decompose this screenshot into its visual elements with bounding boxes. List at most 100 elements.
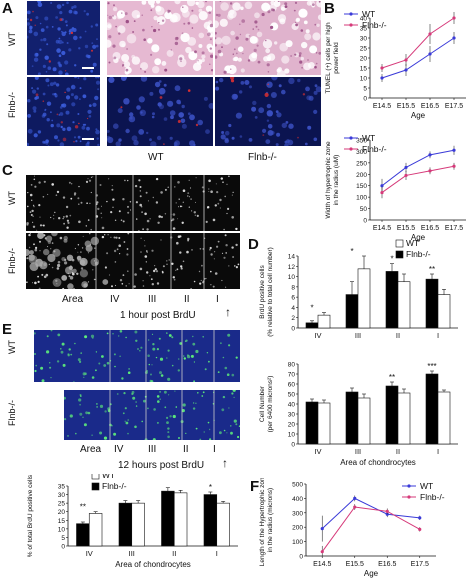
texture-dot [228,265,230,267]
texture-dot [139,109,146,116]
texture-dot [177,120,181,123]
texture-dot [220,177,223,180]
y-tick-label: 10 [58,526,66,533]
texture-dot [46,335,49,338]
texture-dot [34,281,37,285]
texture-dot [63,222,65,225]
texture-dot [215,37,223,45]
texture-dot [95,77,98,79]
data-point [385,509,389,513]
texture-dot [257,28,260,31]
texture-dot [159,371,162,375]
texture-dot [140,251,142,253]
texture-dot [33,57,39,62]
texture-dot [131,392,134,396]
y-tick-label: 30 [360,36,368,43]
texture-dot [124,66,132,74]
texture-dot [44,16,49,21]
texture-dot [56,360,60,363]
c-caption: 1 hour post BrdU [120,310,196,321]
texture-dot [77,113,80,115]
x-tick-label: I [216,549,218,558]
texture-dot [118,244,121,247]
texture-dot [305,86,310,92]
bar [437,294,451,329]
texture-dot [59,142,65,146]
texture-dot [113,432,117,436]
texture-dot [171,364,174,367]
texture-dot [40,366,44,370]
x-tick-label: I [437,447,439,456]
texture-dot [108,15,112,20]
texture-dot [125,128,130,134]
data-point [452,16,456,20]
y-tick-label: 300 [356,149,367,156]
texture-dot [31,65,34,68]
texture-dot [38,204,41,207]
texture-dot [185,46,192,54]
texture-dot [274,41,278,45]
texture-dot [99,431,103,435]
texture-dot [85,411,88,415]
texture-dot [133,285,136,288]
texture-dot [77,358,81,362]
texture-dot [147,1,155,6]
texture-dot [166,263,168,265]
texture-dot [168,259,170,261]
texture-dot [27,22,31,26]
data-point [380,76,384,80]
texture-dot [127,211,130,214]
y-axis-label: Cell Number [259,385,266,422]
texture-dot [219,52,224,57]
x-tick-label: II [172,549,176,558]
texture-dot [61,30,63,33]
texture-dot [88,104,92,107]
x-tick-label: IV [86,549,93,558]
data-point [404,58,408,62]
texture-dot [188,206,190,208]
texture-dot [215,44,217,47]
texture-dot [87,109,92,114]
texture-dot [94,95,99,101]
texture-dot [237,435,240,439]
texture-dot [86,12,89,16]
texture-dot [145,191,148,194]
texture-dot [40,28,45,32]
texture-dot [47,84,50,87]
texture-dot [61,342,65,346]
texture-dot [266,119,270,122]
texture-dot [284,5,288,8]
texture-dot [224,137,229,142]
texture-dot [281,122,287,129]
texture-dot [94,247,96,249]
texture-dot [265,139,271,144]
texture-dot [177,369,180,372]
texture-dot [197,392,199,394]
texture-dot [27,35,29,39]
texture-dot [180,267,183,270]
texture-dot [154,265,156,267]
texture-dot [87,281,90,283]
texture-dot [119,330,123,333]
texture-dot [31,199,33,201]
series-line [381,149,455,187]
y-tick-label: 0 [299,554,303,561]
texture-dot [56,267,60,270]
x-tick-label: E15.5 [346,561,364,568]
texture-dot [42,100,45,102]
texture-dot [161,61,167,66]
texture-dot [252,28,254,30]
texture-dot [78,220,81,224]
texture-dot [230,431,233,435]
bar [357,268,371,329]
texture-dot [110,236,112,238]
y-tick-label: 10 [288,432,296,439]
texture-dot [152,196,154,199]
texture-dot [157,221,160,224]
texture-dot [208,11,211,14]
texture-dot [288,77,295,85]
texture-dot [74,342,76,345]
data-point [320,527,324,531]
texture-dot [267,83,270,86]
